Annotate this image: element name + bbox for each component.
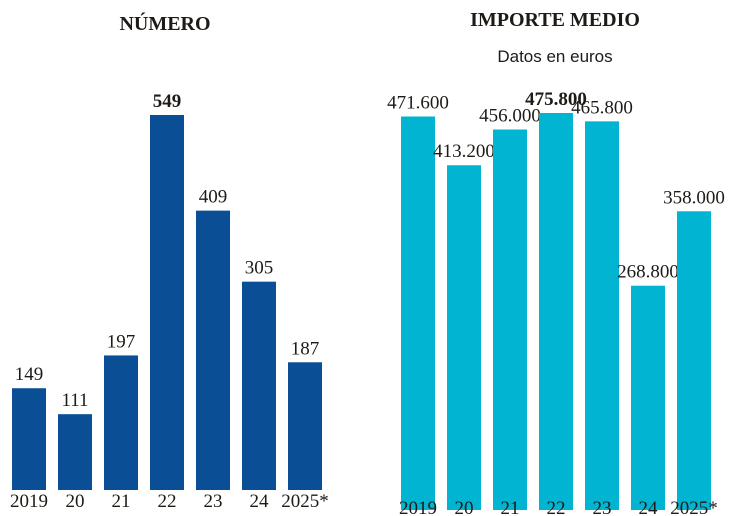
bar [288,362,322,490]
chart-subtitle: Datos en euros [497,47,612,66]
x-tick-label: 22 [547,498,566,516]
data-label: 456.000 [479,106,541,127]
x-tick-label: 2025* [670,498,718,516]
bar [12,388,46,490]
x-tick-label: 23 [204,491,223,512]
bar [104,355,138,490]
bar [150,115,184,490]
x-tick-label: 20 [455,498,474,516]
x-tick-label: 23 [593,498,612,516]
data-label: 471.600 [387,93,449,114]
chart-title: IMPORTE MEDIO [470,9,640,31]
x-tick-label: 2019 [10,491,48,512]
data-label: 465.800 [571,97,633,118]
data-label: 358.000 [663,187,725,208]
x-tick-label: 21 [112,491,131,512]
bar [401,116,435,511]
data-label: 111 [61,390,88,411]
data-label: 268.800 [617,262,679,283]
bar [58,414,92,490]
x-tick-label: 22 [158,491,177,512]
data-label: 197 [107,331,136,352]
bar [631,285,665,510]
data-label: 549 [153,91,182,112]
bar [447,165,481,510]
data-label: 187 [291,338,320,359]
data-label: 409 [199,187,228,208]
bar [493,129,527,510]
bar [585,121,619,510]
x-tick-label: 2019 [399,498,437,516]
x-tick-label: 2025* [281,491,329,512]
x-tick-label: 21 [501,498,520,516]
data-label: 475.800 [525,89,587,110]
data-label: 413.200 [433,141,495,162]
x-tick-label: 24 [639,498,659,516]
x-tick-label: 24 [250,491,270,512]
bar [677,211,711,510]
bar [242,281,276,490]
bar [539,113,573,510]
chart-title: NÚMERO [119,11,210,35]
data-label: 149 [15,364,44,385]
data-label: 305 [245,258,274,279]
x-tick-label: 20 [66,491,85,512]
bar [196,210,230,490]
